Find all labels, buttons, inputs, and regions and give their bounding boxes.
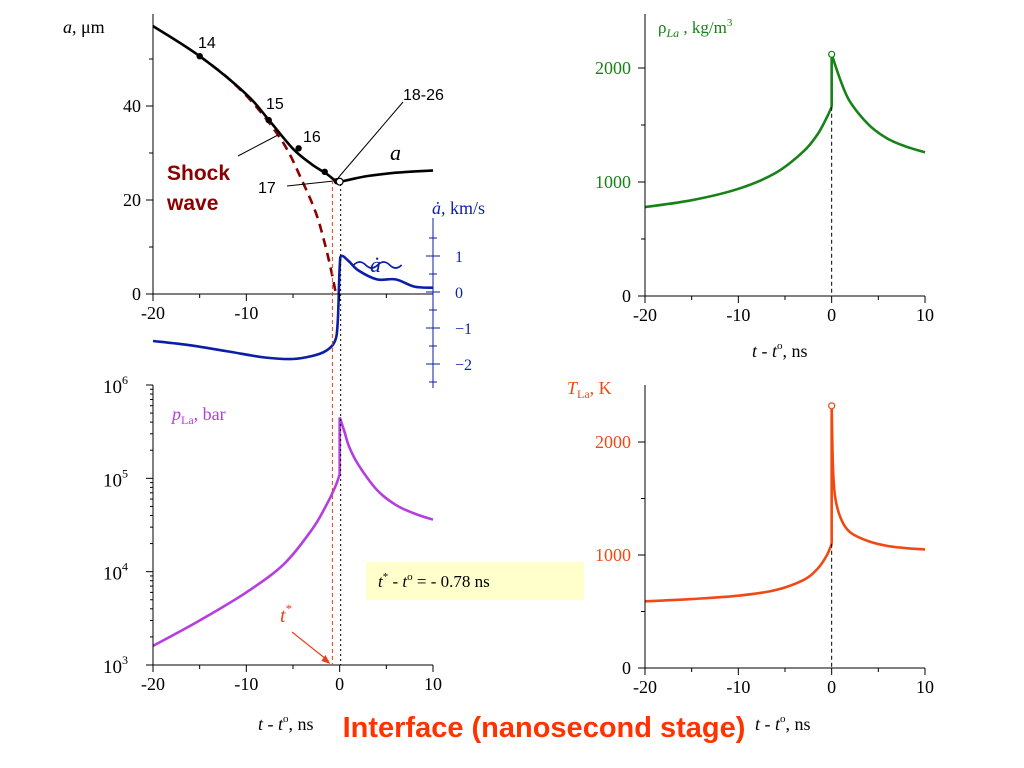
a-x-tick-label: -20 bbox=[141, 303, 165, 323]
leader-17 bbox=[286, 180, 335, 187]
data-point-14 bbox=[196, 52, 203, 60]
point-label-15: 15 bbox=[266, 96, 284, 113]
temperature-line bbox=[830, 405, 926, 551]
note-text: t* - to = - 0.78 ns bbox=[378, 571, 490, 591]
shock-leader bbox=[237, 134, 279, 157]
rho-y-tick-label: 0 bbox=[622, 286, 631, 306]
rho-y-tick-label: 1000 bbox=[595, 172, 631, 192]
temperature-peak-marker bbox=[828, 402, 836, 410]
p-xlabel: t - to, ns bbox=[258, 713, 314, 734]
point-label-16: 16 bbox=[303, 129, 321, 146]
p-x-tick-label: 10 bbox=[424, 674, 442, 694]
rho-x-tick-label: 0 bbox=[827, 305, 836, 325]
tstar-arrow bbox=[291, 631, 329, 662]
tstar-arrowhead bbox=[321, 655, 331, 664]
T-y-tick-label: 0 bbox=[622, 658, 631, 678]
T-y-tick-label: 2000 bbox=[595, 432, 631, 452]
pressure-line bbox=[152, 474, 341, 648]
point-label-18-26: 18-26 bbox=[403, 87, 444, 104]
rho-label: ρLa , kg/m3 bbox=[658, 17, 733, 40]
velocity-line bbox=[152, 254, 434, 361]
a-curve-label: a bbox=[390, 140, 401, 165]
a-y-tick-label: 20 bbox=[123, 190, 141, 210]
velocity-tick-label: 0 bbox=[455, 285, 463, 302]
a-y-tick-label: 40 bbox=[123, 96, 141, 116]
T-x-tick-label: 10 bbox=[916, 677, 934, 697]
p-y-tick-label: 105 bbox=[103, 466, 128, 491]
data-point-16 bbox=[295, 145, 302, 152]
velocity-tick-label: 1 bbox=[455, 249, 463, 266]
p-y-tick-label: 103 bbox=[103, 653, 128, 678]
velocity-oscillation bbox=[353, 261, 403, 269]
velocity-tick-label: −1 bbox=[455, 321, 472, 338]
density-line bbox=[644, 106, 833, 209]
T-x-tick-label: -20 bbox=[633, 677, 657, 697]
point-label-17: 17 bbox=[258, 180, 276, 197]
note-box bbox=[366, 562, 584, 600]
tstar-label: t* bbox=[280, 601, 292, 627]
a-ylabel: a, μm bbox=[63, 17, 105, 37]
point-label-14: 14 bbox=[198, 35, 216, 52]
p-x-tick-label: -10 bbox=[234, 674, 258, 694]
shock-wave-label-line1: Shock bbox=[167, 162, 230, 185]
rho-x-tick-label: 10 bbox=[916, 305, 934, 325]
data-point-17 bbox=[321, 168, 328, 175]
data-point-15 bbox=[265, 116, 272, 124]
density-peak-marker bbox=[828, 50, 836, 58]
rho-x-tick-label: -10 bbox=[726, 305, 750, 325]
data-point-open bbox=[335, 177, 344, 186]
rho-y-tick-label: 2000 bbox=[595, 58, 631, 78]
pressure-line bbox=[338, 417, 434, 521]
T-xlabel: t - to, ns bbox=[755, 713, 811, 734]
density-line bbox=[830, 53, 926, 154]
shock-wave-label-line2: wave bbox=[166, 192, 218, 215]
rho-xlabel: t - to, ns bbox=[752, 340, 808, 361]
a-x-tick-label: -10 bbox=[234, 303, 258, 323]
p-y-tick-label: 104 bbox=[103, 560, 128, 585]
temperature-line bbox=[644, 543, 833, 603]
a-y-tick-label: 0 bbox=[132, 284, 141, 304]
velocity-tick-label: −2 bbox=[455, 357, 472, 374]
p-x-tick-label: 0 bbox=[335, 674, 344, 694]
T-label: TLa, K bbox=[567, 378, 612, 401]
T-y-tick-label: 1000 bbox=[595, 545, 631, 565]
T-x-tick-label: 0 bbox=[827, 677, 836, 697]
p-x-tick-label: -20 bbox=[141, 674, 165, 694]
p-label: pLa, bar bbox=[170, 404, 226, 427]
velocity-axis-label: ȧ, km/s bbox=[432, 198, 485, 218]
T-x-tick-label: -10 bbox=[726, 677, 750, 697]
leader-18-26 bbox=[337, 101, 404, 179]
rho-x-tick-label: -20 bbox=[633, 305, 657, 325]
axes-layer bbox=[146, 14, 926, 675]
p-y-tick-label: 106 bbox=[103, 373, 128, 398]
velocity-curve-label: ȧ bbox=[370, 252, 381, 277]
